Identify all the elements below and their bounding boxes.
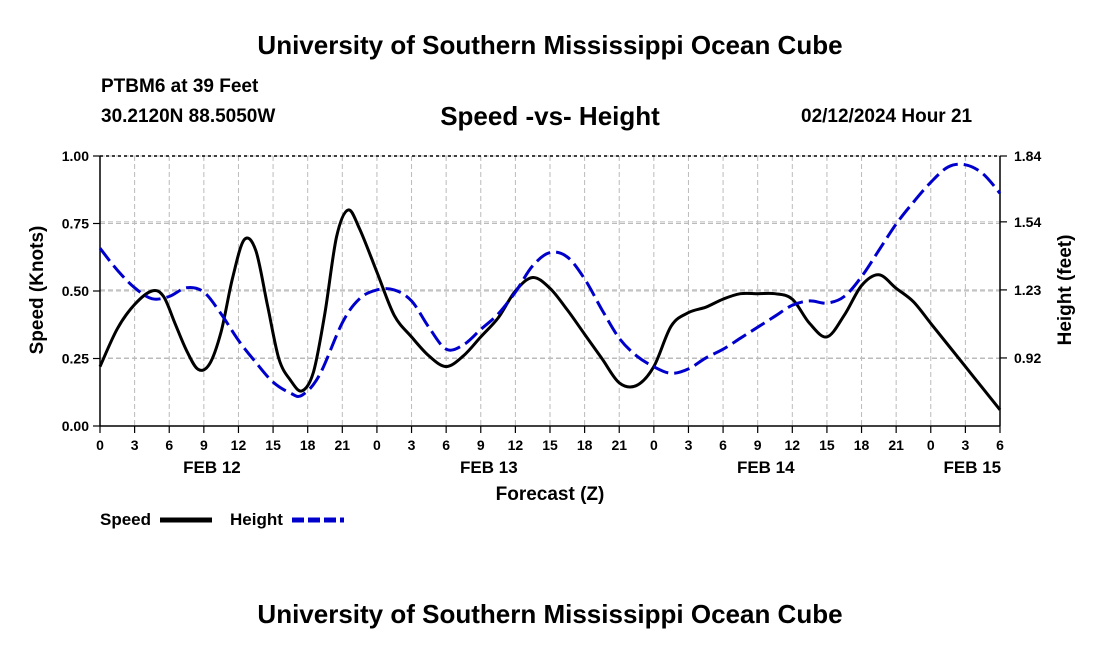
y-tick-label: 1.00 [62,148,89,164]
y-axis-title: Speed (Knots) [27,226,48,355]
y-tick-label: 0.00 [62,418,89,434]
y2-tick-label: 1.54 [1014,214,1041,230]
grid-layer [100,155,1000,426]
x-tick-label: 15 [542,437,558,453]
day-label: FEB 15 [943,458,1001,477]
x-tick-label: 3 [408,437,416,453]
x-tick-label: 0 [650,437,658,453]
y2-axis-title: Height (feet) [1055,235,1076,346]
chart-footer-title: University of Southern Mississippi Ocean… [257,599,843,629]
x-tick-label: 6 [719,437,727,453]
axis-ticks: 0 3 6 9 12 15 18 21 0 3 6 9 12 15 18 21 0 3 6 9 12 15 18 21 0 3 6F… [62,148,1042,477]
x-tick-label: 18 [854,437,870,453]
x-tick-label: 12 [785,437,801,453]
coordinates-label: 30.2120N 88.5050W [101,106,276,127]
x-tick-label: 6 [442,437,450,453]
y-tick-label: 0.75 [62,216,89,232]
y-tick-label: 0.25 [62,351,89,367]
x-tick-label: 15 [819,437,835,453]
x-axis-title: Forecast (Z) [496,484,605,505]
forecast-timestamp: 02/12/2024 Hour 21 [801,106,973,127]
chart-header-title: University of Southern Mississippi Ocean… [257,30,843,60]
x-tick-label: 12 [231,437,247,453]
y2-tick-label: 0.92 [1014,350,1041,366]
station-label: PTBM6 at 39 Feet [101,76,259,97]
x-tick-label: 21 [888,437,904,453]
x-tick-label: 3 [961,437,969,453]
x-tick-label: 21 [611,437,627,453]
x-tick-label: 6 [165,437,173,453]
x-tick-label: 9 [477,437,485,453]
x-tick-label: 0 [96,437,104,453]
x-tick-label: 3 [685,437,693,453]
x-tick-label: 9 [754,437,762,453]
series-layer [98,162,1002,411]
legend-label-height: Height [230,510,283,529]
x-tick-label: 3 [131,437,139,453]
series-line-speed [98,208,1002,411]
y2-tick-label: 1.23 [1014,282,1041,298]
x-tick-label: 21 [335,437,351,453]
legend: Speed Height [100,510,344,529]
x-tick-label: 9 [200,437,208,453]
x-tick-label: 12 [508,437,524,453]
legend-label-speed: Speed [100,510,151,529]
day-label: FEB 13 [460,458,518,477]
y-tick-label: 0.50 [62,283,89,299]
chart-title: Speed -vs- Height [440,101,660,131]
x-tick-label: 18 [577,437,593,453]
x-tick-label: 18 [300,437,316,453]
series-line-height [98,162,1002,398]
x-tick-label: 15 [265,437,281,453]
x-tick-label: 0 [373,437,381,453]
y2-tick-label: 1.84 [1014,148,1041,164]
x-tick-label: 6 [996,437,1004,453]
day-label: FEB 14 [737,458,795,477]
day-label: FEB 12 [183,458,241,477]
x-tick-label: 0 [927,437,935,453]
